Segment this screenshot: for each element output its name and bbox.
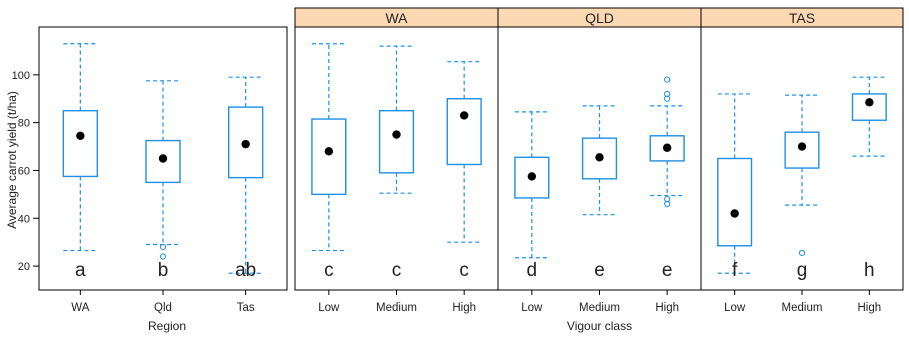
- outlier-point: [798, 249, 806, 257]
- box-low: f Low: [717, 93, 753, 314]
- mean-point: [797, 142, 807, 151]
- iqr-box: [446, 98, 482, 166]
- iqr-box: [311, 118, 347, 196]
- y-tick-label: 80: [18, 118, 30, 130]
- box-medium: e Medium: [579, 105, 620, 314]
- mean-point: [527, 172, 537, 181]
- significance-letter: f: [732, 260, 738, 281]
- mean-point: [392, 130, 401, 139]
- strip-label: WA: [385, 10, 408, 26]
- iqr-box: [62, 109, 99, 178]
- outlier-point: [664, 95, 671, 102]
- box-high: e High: [649, 76, 685, 314]
- box-high: h High: [851, 76, 887, 314]
- significance-letter: c: [459, 260, 469, 281]
- significance-letter: ab: [235, 260, 256, 281]
- y-tick-label: 20: [18, 261, 30, 273]
- x-tick-label: Qld: [154, 302, 172, 314]
- iqr-box: [717, 157, 753, 247]
- outlier-point: [664, 76, 671, 83]
- iqr-box: [514, 156, 550, 199]
- y-tick-label: 100: [12, 70, 30, 82]
- strip-label: QLD: [585, 10, 614, 26]
- strip-label: TAS: [789, 10, 815, 26]
- x-tick-label: Low: [318, 302, 340, 314]
- outlier-point: [159, 253, 167, 260]
- x-tick-label: Medium: [376, 302, 417, 314]
- mean-point: [241, 139, 250, 149]
- significance-letter: c: [324, 260, 334, 281]
- x-tick-label: Medium: [579, 302, 620, 314]
- significance-letter: d: [527, 260, 538, 281]
- box-low: c Low: [311, 43, 347, 314]
- significance-letter: g: [797, 260, 808, 281]
- significance-letter: e: [662, 260, 673, 281]
- x-tick-label: Medium: [782, 302, 823, 314]
- x-tick-label: WA: [71, 302, 89, 314]
- y-axis-title: Average carrot yield (t/ha): [5, 91, 19, 229]
- outlier-point: [159, 243, 167, 251]
- iqr-box: [851, 93, 887, 121]
- box-medium: g Medium: [782, 94, 823, 314]
- box-low: d Low: [514, 111, 550, 314]
- significance-letter: a: [75, 260, 86, 281]
- significance-letter: h: [864, 260, 875, 281]
- y-tick-label: 40: [18, 213, 30, 225]
- outlier-point: [664, 200, 671, 208]
- x-tick-label: High: [655, 302, 679, 314]
- box-high: c High: [446, 61, 482, 314]
- panel-wa: WA c Low c Medium c High: [294, 7, 499, 314]
- x-axis-title: Region: [148, 319, 186, 333]
- x-axis-title: Vigour class: [567, 319, 632, 333]
- mean-point: [324, 147, 334, 156]
- panel-qld: QLD d Low e Medium e High Vigour class: [497, 7, 702, 333]
- mean-point: [459, 111, 469, 120]
- box-wa: a WA: [62, 43, 99, 314]
- x-tick-label: High: [452, 302, 476, 314]
- significance-letter: e: [594, 260, 605, 281]
- x-tick-label: Tas: [237, 302, 255, 314]
- iqr-box: [378, 109, 415, 174]
- mean-point: [158, 154, 168, 163]
- panels: 20 40 60 80 100 a WA b Qld ab Tas Region WA c Low c Medi…: [12, 7, 904, 333]
- mean-point: [662, 143, 672, 152]
- x-tick-label: Low: [724, 302, 746, 314]
- mean-point: [730, 209, 739, 218]
- x-tick-label: High: [858, 302, 882, 314]
- box-tas: ab Tas: [227, 76, 264, 314]
- y-axis: 20 40 60 80 100: [12, 70, 39, 273]
- panel-tas: TAS f Low g Medium h High: [700, 7, 904, 314]
- box-medium: c Medium: [376, 45, 417, 314]
- box-qld: b Qld: [145, 80, 181, 314]
- mean-point: [595, 153, 604, 162]
- mean-point: [76, 131, 85, 140]
- panel-region: a WA b Qld ab Tas Region: [38, 26, 288, 333]
- significance-letter: b: [158, 260, 169, 281]
- mean-point: [865, 98, 874, 107]
- x-tick-label: Low: [521, 302, 543, 314]
- y-tick-label: 60: [18, 165, 30, 177]
- significance-letter: c: [392, 260, 402, 281]
